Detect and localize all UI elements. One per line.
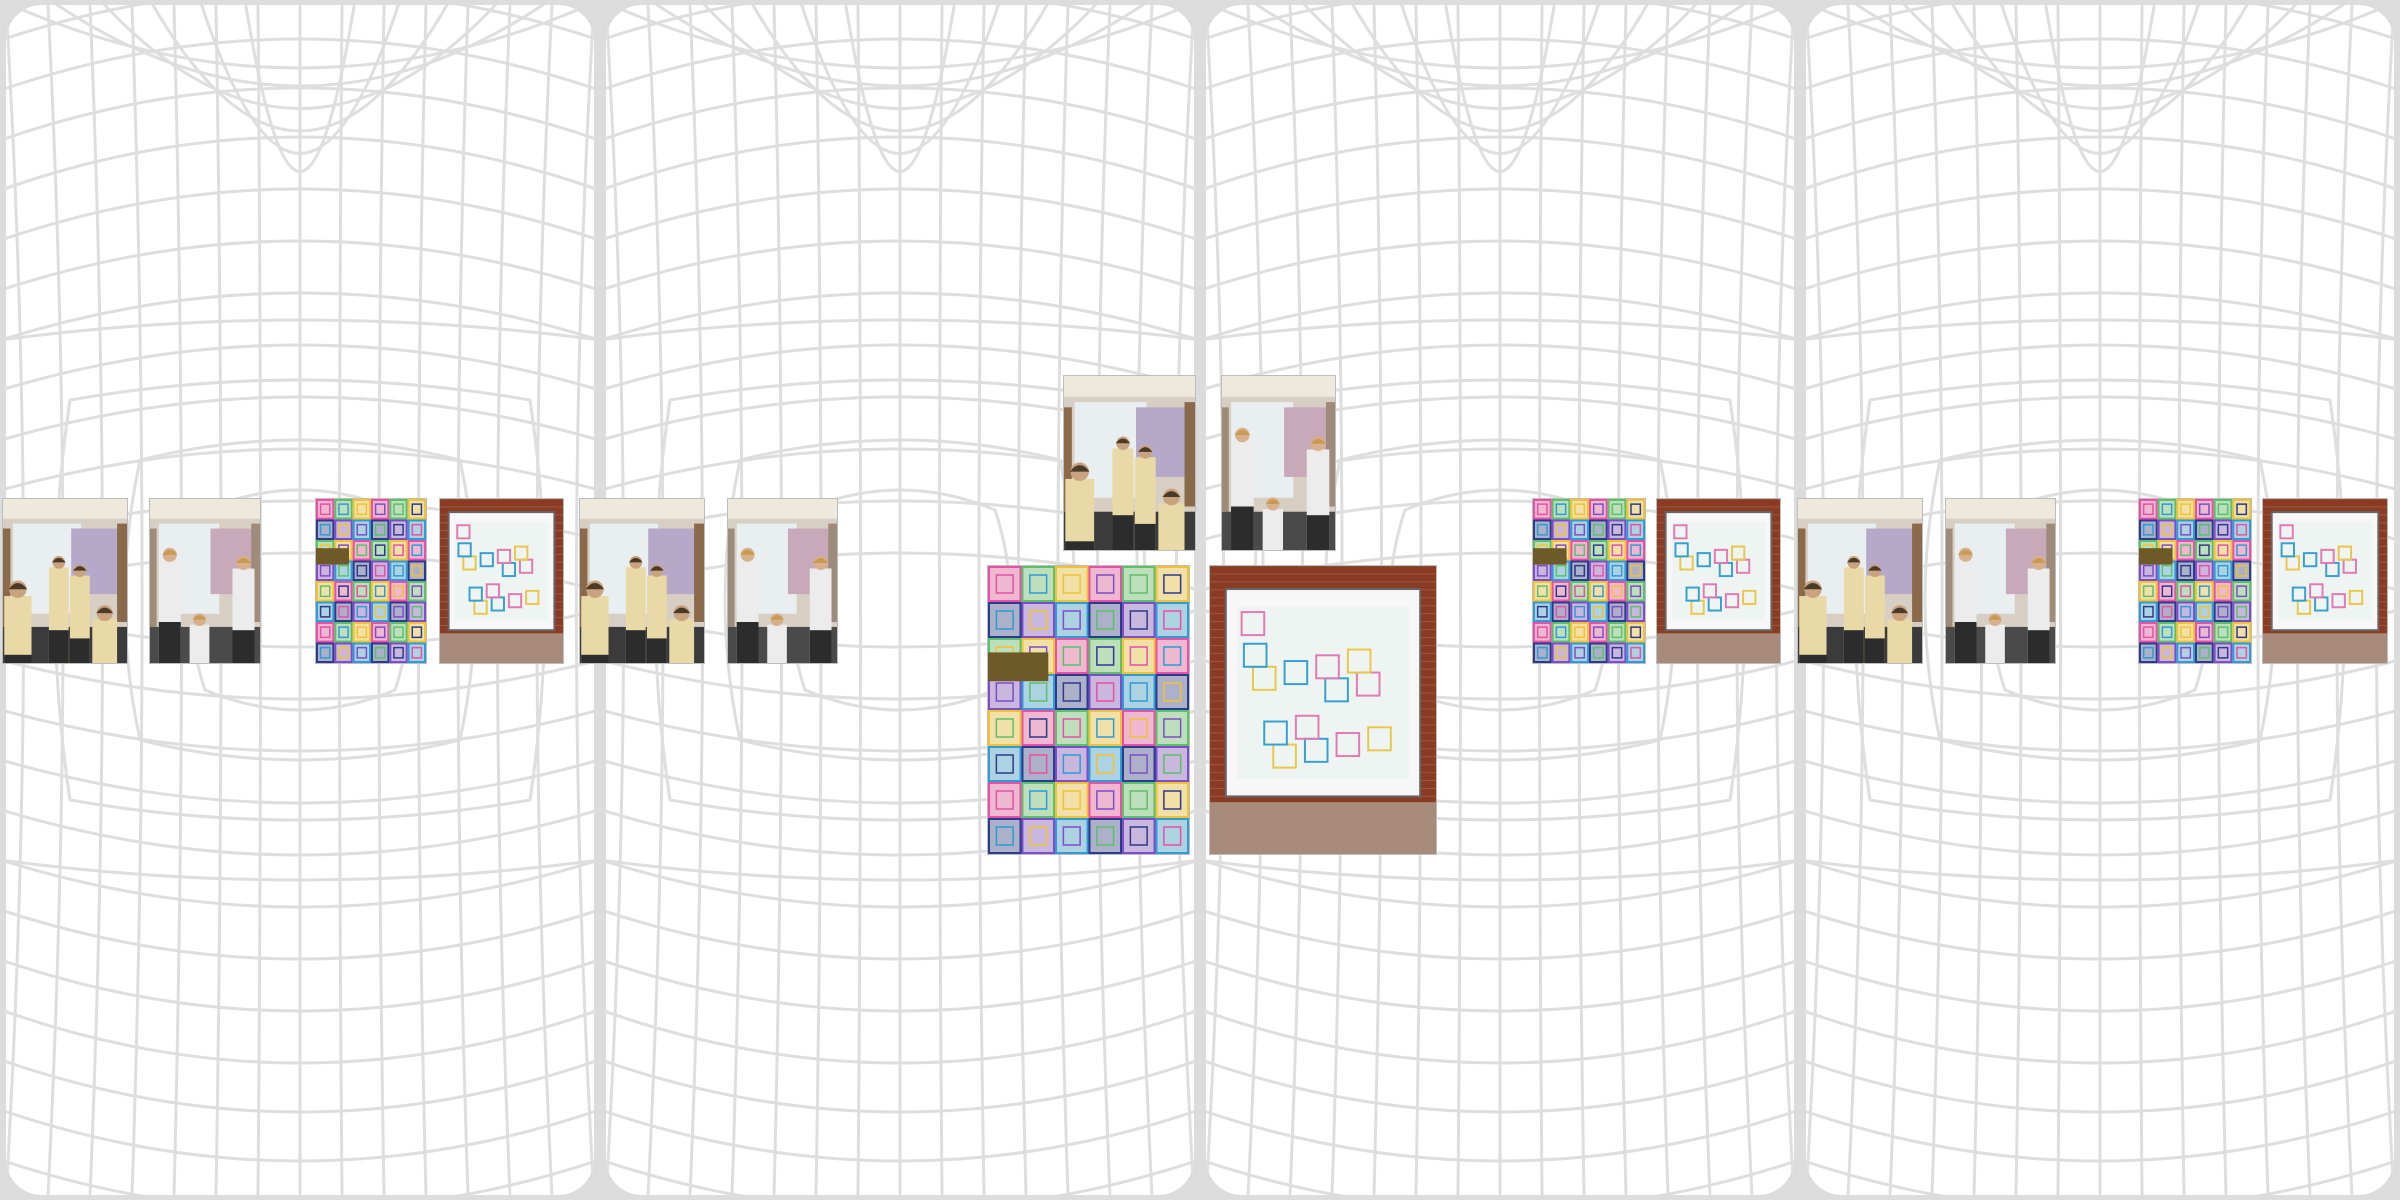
artwork-closeup-photo [987, 565, 1190, 855]
people-gallery-photo-b [149, 498, 261, 664]
people-gallery-photo-a [2, 498, 128, 664]
people-gallery-photo-b [1945, 498, 2056, 664]
people-gallery-photo-a [1797, 498, 1923, 664]
grid-panel [6, 5, 594, 1195]
artwork-wall-photo [1209, 565, 1437, 855]
artwork-wall-photo [1656, 498, 1781, 664]
artwork-wall-photo [439, 498, 564, 664]
people-gallery-photo-b [727, 498, 838, 664]
artwork-closeup-photo [315, 498, 427, 664]
people-gallery-photo-a [1063, 375, 1196, 551]
artwork-closeup-photo [1532, 498, 1646, 664]
grid-panel [1206, 5, 1794, 1195]
artwork-closeup-photo [2138, 498, 2252, 664]
people-gallery-photo-a [579, 498, 705, 664]
artwork-wall-photo [2262, 498, 2388, 664]
people-gallery-photo-b [1221, 375, 1336, 551]
